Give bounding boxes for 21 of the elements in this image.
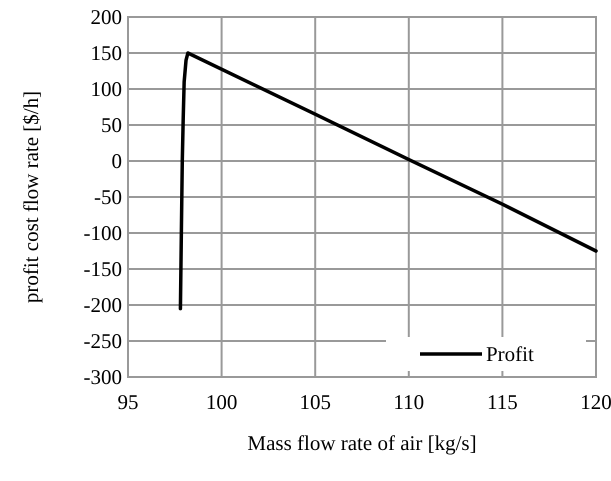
y-tick-label: 0 bbox=[112, 149, 122, 173]
legend-label: Profit bbox=[486, 342, 534, 366]
y-tick-label: 50 bbox=[101, 113, 122, 137]
x-tick-label: 105 bbox=[299, 390, 331, 414]
x-tick-label: 100 bbox=[206, 390, 238, 414]
line-series bbox=[178, 51, 598, 310]
y-tick-label: 100 bbox=[90, 77, 122, 101]
y-tick-label: -100 bbox=[84, 221, 122, 245]
y-tick-label: -150 bbox=[84, 257, 122, 281]
y-tick-label: -50 bbox=[94, 185, 122, 209]
y-tick-label: -300 bbox=[84, 365, 122, 389]
y-tick-label: -250 bbox=[84, 329, 122, 353]
y-tick-label: 150 bbox=[90, 41, 122, 65]
x-tick-label: 95 bbox=[118, 390, 138, 414]
y-axis-title: profit cost flow rate [$/h] bbox=[19, 90, 43, 304]
x-tick-label: 110 bbox=[393, 390, 424, 414]
y-tick-label: -200 bbox=[84, 293, 122, 317]
x-axis-title: Mass flow rate of air [kg/s] bbox=[247, 431, 477, 455]
x-tick-label: 120 bbox=[580, 390, 611, 414]
y-tick-label: 200 bbox=[90, 5, 122, 29]
x-tick-label: 115 bbox=[487, 390, 518, 414]
